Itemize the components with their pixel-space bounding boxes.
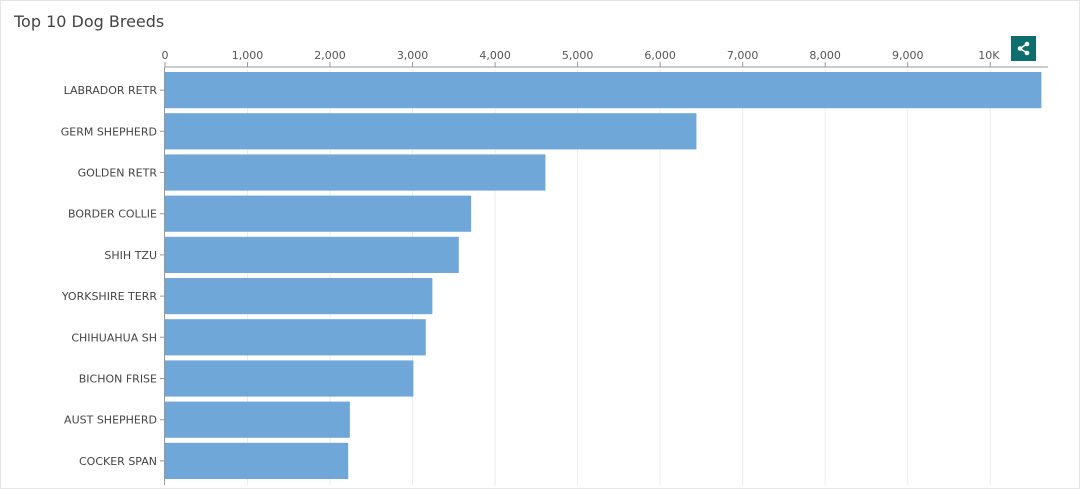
x-tick-label: 10K bbox=[978, 49, 1000, 62]
x-tick-label: 8,000 bbox=[809, 49, 841, 62]
category-label: BORDER COLLIE bbox=[68, 208, 157, 221]
bar bbox=[165, 319, 426, 356]
category-label: CHIHUAHUA SH bbox=[71, 331, 157, 344]
category-label: GERM SHEPHERD bbox=[61, 125, 157, 138]
bar bbox=[165, 401, 350, 438]
bar bbox=[165, 195, 472, 232]
x-tick-label: 9,000 bbox=[892, 49, 924, 62]
bar bbox=[165, 360, 414, 397]
bar bbox=[165, 236, 459, 273]
category-label: AUST SHEPHERD bbox=[64, 414, 157, 427]
share-button[interactable] bbox=[1011, 36, 1036, 61]
x-tick-label: 7,000 bbox=[727, 49, 759, 62]
category-label: COCKER SPAN bbox=[79, 455, 157, 468]
category-label: LABRADOR RETR bbox=[64, 84, 158, 97]
bar bbox=[165, 113, 697, 150]
category-label: SHIH TZU bbox=[104, 249, 157, 262]
bar bbox=[165, 154, 546, 191]
category-label: BICHON FRISE bbox=[79, 373, 157, 386]
share-icon bbox=[1017, 41, 1030, 56]
bar bbox=[165, 442, 349, 479]
category-label: YORKSHIRE TERR bbox=[61, 290, 158, 303]
chart-title: Top 10 Dog Breeds bbox=[14, 12, 165, 31]
x-tick-label: 6,000 bbox=[644, 49, 676, 62]
x-tick-label: 3,000 bbox=[397, 49, 429, 62]
x-tick-label: 1,000 bbox=[232, 49, 264, 62]
bar bbox=[165, 278, 433, 315]
x-tick-label: 2,000 bbox=[314, 49, 346, 62]
x-tick-label: 4,000 bbox=[479, 49, 511, 62]
bar bbox=[165, 72, 1042, 109]
category-label: GOLDEN RETR bbox=[78, 167, 158, 180]
x-tick-label: 0 bbox=[162, 49, 169, 62]
x-tick-label: 5,000 bbox=[562, 49, 594, 62]
